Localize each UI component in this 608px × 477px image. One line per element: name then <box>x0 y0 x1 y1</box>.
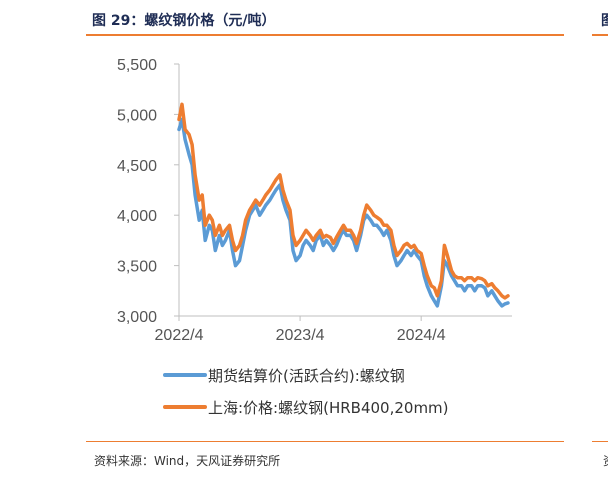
chart-title: 图 29：螺纹钢价格（元/吨） <box>92 13 276 29</box>
legend-entry-futures-label: 期货结算价(活跃合约):螺纹钢 <box>208 367 405 385</box>
y-tick-label: 3,000 <box>117 309 157 326</box>
y-tick-label: 3,500 <box>117 259 157 276</box>
series-line-spot <box>177 102 510 300</box>
bottom-rule-next-figure <box>592 441 608 442</box>
x-axis: 2022/4 2023/4 2024/4 <box>155 315 512 344</box>
y-tick-label: 4,500 <box>117 158 157 175</box>
series-lines <box>177 102 510 308</box>
legend-entry-spot-label: 上海:价格:螺纹钢(HRB400,20mm) <box>208 399 449 417</box>
x-tick-label: 2023/4 <box>276 327 325 344</box>
y-tick-label: 5,000 <box>117 107 157 124</box>
next-figure-source-fragment: 资 <box>603 452 608 469</box>
y-tick-label: 5,500 <box>117 57 157 74</box>
x-tick-label: 2024/4 <box>397 327 446 344</box>
source-note: 资料来源：Wind，天风证券研究所 <box>94 454 281 468</box>
x-tick-label: 2022/4 <box>155 327 204 344</box>
top-rule-next-figure <box>592 34 608 36</box>
bottom-rule <box>86 441 564 442</box>
y-tick-label: 4,000 <box>117 208 157 225</box>
next-figure-title-fragment: 图 <box>601 10 608 30</box>
top-rule <box>86 34 564 36</box>
y-axis: 3,000 3,500 4,000 4,500 5,000 5,500 <box>117 57 180 326</box>
series-line-futures <box>177 117 510 308</box>
